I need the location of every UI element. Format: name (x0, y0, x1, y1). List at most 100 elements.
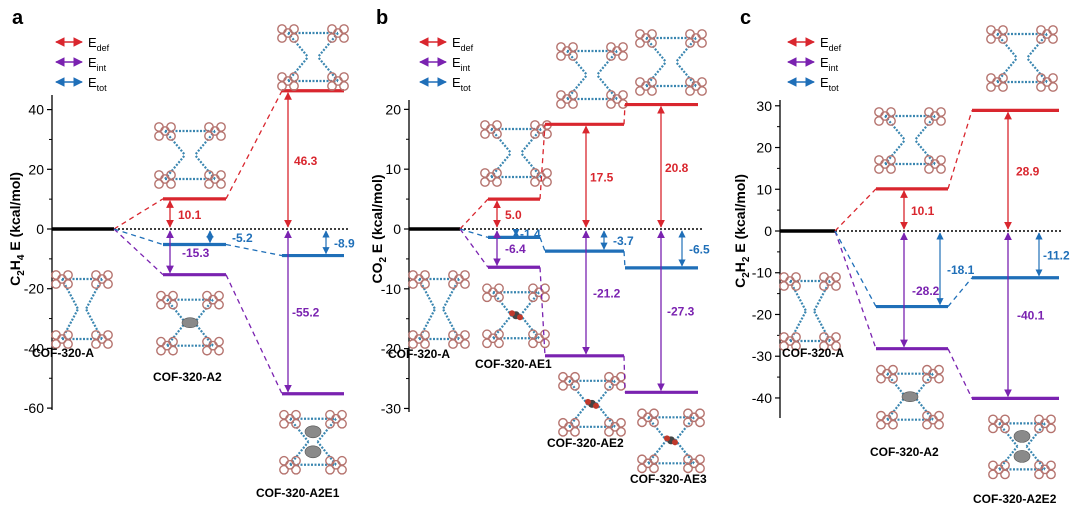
connector-def (623, 104, 626, 125)
column-cof-320-a2e1: 46.3 -55.2 -8.9 COF-320-A2E1 (225, 24, 355, 500)
panel-c: c Edef Eint Etot -40 -30 -20 -10 0 10 20 30 C2H2 E (… (732, 7, 1070, 506)
value-label-def: 10.1 (911, 204, 935, 218)
connector-def (947, 110, 973, 190)
structure-cof-320-a (779, 272, 841, 351)
y-tick-label: -10 (381, 281, 401, 297)
connector-int (459, 228, 489, 268)
legend-entry-tot: Etot (88, 75, 107, 93)
value-label-tot: -3.7 (613, 234, 634, 248)
y-axis-label: C2H2 E (kcal/mol) (732, 174, 752, 288)
value-label-tot: -1.4 (520, 227, 541, 241)
connector-def (459, 198, 489, 230)
connector-tot (113, 228, 164, 246)
panel-letter: b (376, 7, 388, 29)
value-label-def: 5.0 (505, 208, 522, 222)
connector-def (834, 188, 877, 232)
legend-entry-int: Eint (820, 55, 839, 73)
connector-def (113, 198, 164, 230)
structure-adsorbed (279, 409, 347, 475)
panel-b: b Edef Eint Etot -30 -20 -10 0 10 20 CO2 E (kcal/m… (369, 7, 710, 486)
connector-tot (225, 243, 283, 257)
connector-int (539, 267, 546, 356)
y-tick-label: 0 (36, 221, 44, 237)
y-tick-label: 0 (764, 223, 772, 239)
legend-entry-def: Edef (820, 35, 842, 53)
structure-label: COF-320-AE3 (630, 472, 707, 486)
value-label-int: -40.1 (1017, 309, 1045, 323)
connector-tot (947, 277, 973, 307)
connector-int (225, 274, 283, 395)
y-tick-label: -20 (24, 281, 44, 297)
structure-label: COF-320-AE1 (475, 357, 552, 371)
y-tick-label: -40 (24, 340, 44, 356)
y-axis-label: C2H4 E (kcal/mol) (7, 172, 27, 286)
y-tick-label: 30 (756, 98, 772, 114)
legend: Edef Eint Etot (419, 35, 474, 93)
column-cof-320-a2: 10.1 -28.2 -18.1 COF-320-A2 (834, 107, 975, 459)
connector-int (623, 355, 626, 393)
structure-host (154, 122, 226, 189)
structure-adsorbed (558, 371, 626, 437)
structure-label: COF-320-AE2 (547, 436, 624, 450)
value-label-def: 10.1 (178, 208, 202, 222)
structure-label: COF-320-A2E2 (973, 492, 1057, 506)
legend-entry-def: Edef (88, 35, 110, 53)
y-tick-label: 10 (385, 161, 401, 177)
structure-label: COF-320-A (388, 347, 450, 361)
panel-letter: a (12, 7, 24, 29)
column-cof-320-ae2: 17.5 -21.2 -3.7 COF-320-AE2 (539, 42, 634, 450)
value-label-tot: -18.1 (947, 263, 975, 277)
value-label-def: 17.5 (590, 171, 614, 185)
structure-host (277, 24, 349, 91)
structure-host (480, 120, 552, 187)
legend-entry-def: Edef (452, 35, 474, 53)
connector-def (225, 90, 283, 200)
legend-entry-tot: Etot (452, 75, 471, 93)
structure-adsorbed (637, 408, 705, 474)
structure-host (986, 25, 1058, 92)
value-label-int: -27.3 (667, 305, 695, 319)
connector-int (113, 228, 164, 276)
structure-label: COF-320-A (782, 346, 844, 360)
y-tick-label: -20 (752, 306, 772, 322)
structure-label: COF-320-A2 (153, 370, 222, 384)
legend-entry-int: Eint (88, 55, 107, 73)
column-cof-320-ae1: 5.0 -6.4-1.4 COF-320-AE1 (459, 120, 552, 371)
structure-label: COF-320-A (32, 346, 94, 360)
y-tick-label: -60 (24, 400, 44, 416)
value-label-def: 20.8 (665, 161, 689, 175)
y-tick-label: -10 (752, 265, 772, 281)
structure-host (556, 42, 628, 109)
panel-a: a Edef Eint Etot -60 -40 -20 0 20 40 C2H4 E (kcal/… (7, 7, 355, 500)
value-label-int: -55.2 (292, 305, 320, 319)
y-tick-label: 20 (28, 161, 44, 177)
legend-entry-int: Eint (452, 55, 471, 73)
structure-adsorbed (482, 283, 550, 349)
connector-def (539, 124, 546, 200)
structure-adsorbed (156, 290, 224, 356)
connector-tot (539, 237, 546, 252)
value-label-int: -28.2 (912, 284, 940, 298)
y-tick-label: -30 (381, 400, 401, 416)
y-tick-label: 20 (385, 101, 401, 117)
connector-int (947, 348, 973, 399)
panel-letter: c (740, 7, 751, 29)
connector-int (834, 230, 877, 349)
structure-label: COF-320-A2E1 (256, 486, 340, 500)
connector-tot (623, 251, 626, 268)
y-tick-label: 20 (756, 140, 772, 156)
y-axis-label: CO2 E (kcal/mol) (369, 174, 389, 283)
y-tick-label: -20 (381, 341, 401, 357)
y-tick-label: 10 (756, 181, 772, 197)
structure-host (874, 107, 946, 174)
connector-tot (459, 228, 489, 238)
column-cof-320-a2e2: 28.9 -40.1 -11.2 COF-320-A2E2 (947, 25, 1070, 506)
structure-label: COF-320-A2 (870, 445, 939, 459)
legend: Edef Eint Etot (787, 35, 842, 93)
column-cof-320-ae3: 20.8 -27.3 -6.5 COF-320-AE3 (623, 29, 710, 486)
legend: Edef Eint Etot (55, 35, 110, 93)
y-tick-label: -30 (752, 348, 772, 364)
value-label-int: -15.3 (182, 246, 210, 260)
value-label-def: 28.9 (1016, 165, 1040, 179)
